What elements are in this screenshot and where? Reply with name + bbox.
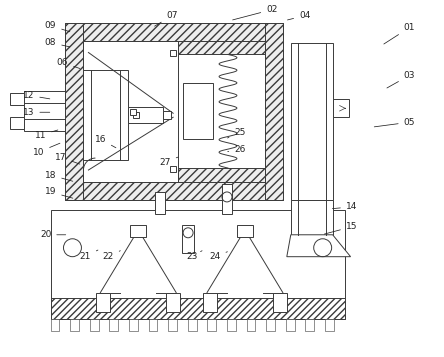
Polygon shape <box>287 235 351 257</box>
Text: 22: 22 <box>103 251 120 261</box>
Bar <box>133 112 139 118</box>
Text: 16: 16 <box>95 135 116 148</box>
Text: 19: 19 <box>45 187 73 198</box>
Bar <box>273 292 287 312</box>
Bar <box>170 166 176 172</box>
Text: 21: 21 <box>80 250 98 261</box>
Bar <box>178 168 265 182</box>
Bar <box>66 22 283 200</box>
Bar <box>168 320 177 331</box>
Text: 08: 08 <box>45 38 70 47</box>
Bar <box>163 111 171 119</box>
Text: 04: 04 <box>288 11 310 20</box>
Bar <box>178 41 265 55</box>
Bar <box>130 225 146 237</box>
Bar <box>129 320 138 331</box>
Text: 09: 09 <box>45 21 70 32</box>
Bar <box>83 41 265 182</box>
Bar <box>178 41 265 182</box>
Text: 05: 05 <box>374 118 415 127</box>
Text: 10: 10 <box>33 143 60 157</box>
Text: 25: 25 <box>227 128 246 138</box>
Bar <box>66 22 283 41</box>
Bar <box>90 320 99 331</box>
Text: 20: 20 <box>40 230 66 239</box>
Bar <box>166 292 180 312</box>
Text: 11: 11 <box>35 130 58 140</box>
Bar <box>51 297 345 320</box>
Bar <box>66 182 283 200</box>
Bar <box>291 42 333 200</box>
Text: 06: 06 <box>57 58 80 69</box>
Bar <box>24 91 66 131</box>
Bar <box>10 117 24 129</box>
Text: 12: 12 <box>23 91 50 100</box>
Text: 03: 03 <box>387 71 415 88</box>
Text: 27: 27 <box>159 157 178 167</box>
Text: 24: 24 <box>210 252 227 261</box>
Bar <box>10 93 24 105</box>
Text: 18: 18 <box>45 171 73 181</box>
Bar <box>83 70 128 160</box>
Bar <box>182 225 194 253</box>
Bar <box>207 320 216 331</box>
Text: 23: 23 <box>186 251 202 261</box>
Bar <box>155 192 165 214</box>
Bar <box>325 320 334 331</box>
Text: 13: 13 <box>23 108 50 117</box>
Bar <box>183 84 213 139</box>
Bar <box>291 200 333 235</box>
Bar <box>70 320 79 331</box>
Bar <box>286 320 295 331</box>
Bar <box>246 320 255 331</box>
Bar <box>265 22 283 200</box>
Bar <box>128 107 163 123</box>
Text: 14: 14 <box>333 202 357 211</box>
Bar <box>130 109 136 115</box>
Bar <box>222 184 232 214</box>
Bar <box>109 320 118 331</box>
Bar <box>227 320 236 331</box>
Bar <box>51 210 345 320</box>
Bar <box>149 320 157 331</box>
Bar <box>170 50 176 56</box>
Text: 26: 26 <box>228 145 246 154</box>
Bar <box>66 22 83 200</box>
Bar <box>305 320 314 331</box>
Bar <box>51 320 59 331</box>
Text: 01: 01 <box>384 23 415 44</box>
Bar <box>237 225 253 237</box>
Text: 07: 07 <box>155 11 178 26</box>
Text: 15: 15 <box>325 222 357 234</box>
Bar <box>96 292 111 312</box>
Bar <box>188 320 197 331</box>
Bar <box>333 99 349 117</box>
Text: 17: 17 <box>55 152 80 164</box>
Text: 02: 02 <box>233 5 278 20</box>
Bar <box>266 320 275 331</box>
Bar <box>203 292 217 312</box>
